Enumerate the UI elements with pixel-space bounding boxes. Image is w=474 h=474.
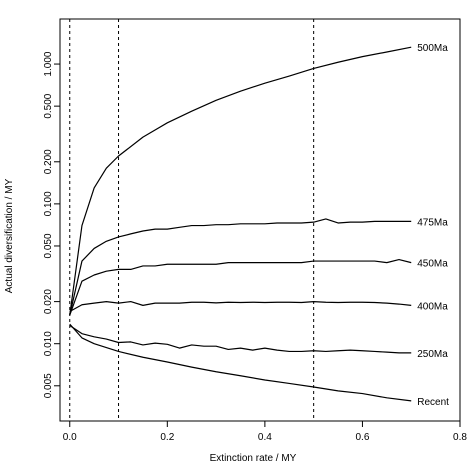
series-line — [69, 218, 412, 316]
plot-area: 0.0 0.2 0.4 0.6 0.8 0.005 0.010 0.020 0.050 0.100… — [43, 18, 467, 443]
x-axis-title: Extinction rate / MY — [210, 453, 297, 464]
x-tick-label: 0.8 — [453, 432, 467, 443]
series-label: 400Ma — [417, 301, 448, 312]
y-tick-label: 0.100 — [43, 191, 54, 216]
x-tick-label: 0.6 — [355, 432, 369, 443]
series-line — [69, 258, 412, 316]
series-line — [69, 324, 412, 354]
series-line — [69, 323, 412, 402]
x-tick-label: 0.2 — [160, 432, 174, 443]
series-label: 450Ma — [417, 259, 448, 270]
y-tick-label: 1.000 — [43, 51, 54, 76]
x-tick-label: 0.4 — [258, 432, 272, 443]
y-axis-title: Actual diversification / MY — [4, 178, 15, 293]
y-tick-label: 0.010 — [43, 331, 54, 356]
y-tick-label: 0.020 — [43, 289, 54, 314]
series-line — [69, 301, 412, 313]
y-tick-label: 0.050 — [43, 233, 54, 258]
series-label: Recent — [417, 397, 449, 408]
y-tick-label: 0.200 — [43, 149, 54, 174]
series-label: 475Ma — [417, 217, 448, 228]
x-tick-label: 0.0 — [63, 432, 77, 443]
series-line — [69, 46, 412, 316]
series-label: 250Ma — [417, 349, 448, 360]
y-tick-label: 0.500 — [43, 93, 54, 118]
y-tick-label: 0.005 — [43, 373, 54, 398]
series-label: 500Ma — [417, 43, 448, 54]
plot-frame — [59, 18, 461, 422]
